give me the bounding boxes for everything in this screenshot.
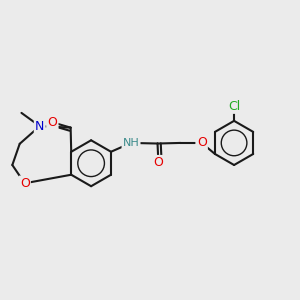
Text: Cl: Cl bbox=[228, 100, 240, 112]
Text: O: O bbox=[197, 136, 207, 149]
Text: O: O bbox=[20, 177, 30, 190]
Text: O: O bbox=[154, 156, 163, 169]
Text: N: N bbox=[35, 120, 44, 133]
Text: O: O bbox=[47, 116, 57, 129]
Text: NH: NH bbox=[123, 138, 140, 148]
